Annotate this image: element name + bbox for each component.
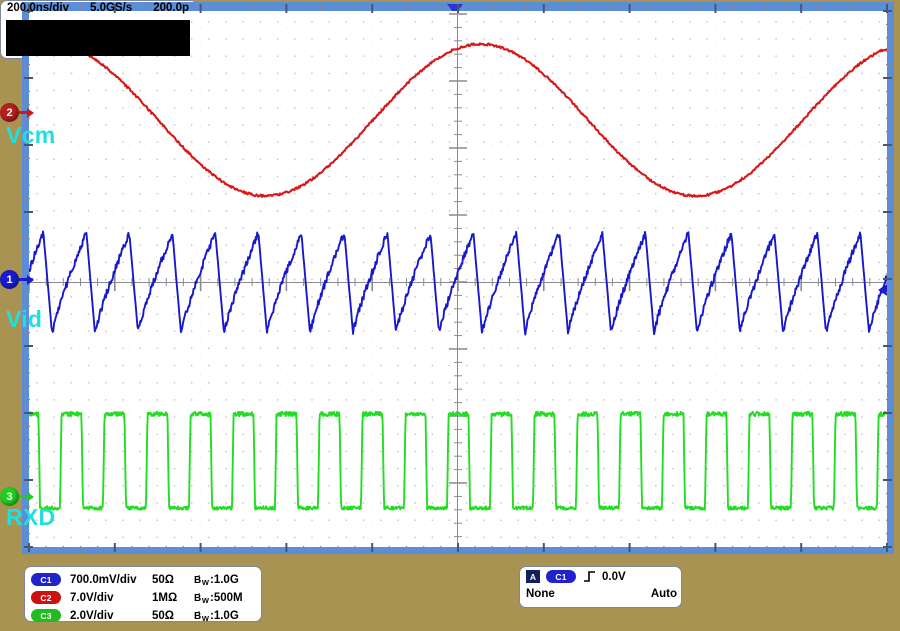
channel-label-rxd: RXD [6,504,56,530]
channel-impedance-c2: 1MΩ [152,591,178,604]
trigger-settings-panel[interactable]: A C1 0.0V None Auto [519,566,682,608]
channel-badge-c3[interactable]: C3 [31,609,61,622]
bw-colon-c1: : [210,573,214,586]
trace-vid [29,230,887,336]
bw-b-letter-c1: B [194,574,202,586]
bw-w-letter-c2: W [201,595,209,605]
bw-colon-c3: : [210,609,214,622]
channel-settings-panel[interactable]: C1 700.0mV/div 50Ω B ' W:1.0G C2 7.0V/div … [24,566,262,624]
channel-badge-c1[interactable]: C1 [31,573,61,586]
bw-prime-c3: ' [198,610,200,618]
bw-prime-c2: ' [198,592,200,600]
bw-value-c2: 500M [213,591,243,604]
bw-w-letter-c3: W [201,613,209,623]
timebase-record-length[interactable]: 200.0p [153,2,189,14]
graticule-border-ticks [24,4,892,552]
timebase-overview-strip[interactable] [6,20,190,56]
channel-3-ground-arrow-icon [27,491,34,502]
channel-row-c2[interactable]: C2 7.0V/div 1MΩ B ' W:500M [31,589,243,606]
bw-value-c3: 1.0G [213,609,239,622]
channel-3-ground-marker[interactable]: 3 [0,487,34,506]
timebase-settings-panel[interactable]: 200.0ns/div 5.0GS/s 200.0p [0,0,198,59]
channel-1-right-edge-arrow-icon [878,283,887,297]
channel-1-ground-badge: 1 [0,270,19,289]
trigger-position-triangle-icon [447,4,463,15]
trace-rxd [29,410,887,511]
channel-2-ground-stem [19,111,28,114]
channel-badge-c2[interactable]: C2 [31,591,61,604]
channel-label-vid: Vid [6,306,43,332]
trigger-level-value: 0.0V [602,570,626,583]
channel-1-ground-marker[interactable]: 1 [0,270,34,289]
trigger-coupling-value[interactable]: None [526,588,555,600]
bw-colon-c2: : [210,591,214,604]
channel-1-right-edge-arrow-icon-2 [886,283,887,297]
channel-1-ground-stem [19,278,28,281]
channel-2-ground-badge: 2 [0,103,19,122]
timebase-sample-rate[interactable]: 5.0GS/s [90,2,133,14]
channel-bandwidth-c2: B ' W:500M [194,591,243,605]
timebase-per-div[interactable]: 200.0ns/div [7,2,70,14]
channel-3-ground-stem [19,495,28,498]
channel-vdiv-c2: 7.0V/div [70,591,114,604]
timebase-top-row: 200.0ns/div 5.0GS/s 200.0p [0,2,196,14]
trigger-source-badge[interactable]: C1 [546,570,576,583]
channel-impedance-c1: 50Ω [152,573,175,586]
bw-b-letter-c2: B [194,592,202,604]
channel-vdiv-c1: 700.0mV/div [70,573,137,586]
bw-value-c1: 1.0G [213,573,239,586]
channel-3-ground-badge: 3 [0,487,19,506]
bw-prime-c1: ' [198,574,200,582]
rising-edge-icon [584,571,595,582]
channel-2-ground-arrow-icon [27,107,34,118]
channel-1-ground-arrow-icon [27,274,34,285]
channel-bandwidth-c1: B ' W:1.0G [194,573,239,587]
trigger-top-row[interactable]: A C1 0.0V [526,570,626,583]
channel-2-ground-marker[interactable]: 2 [0,103,34,122]
channel-impedance-c3: 50Ω [152,609,175,622]
channel-vdiv-c3: 2.0V/div [70,609,114,622]
trigger-mode-value[interactable]: Auto [650,588,677,600]
channel-bandwidth-c3: B ' W:1.0G [194,609,239,623]
trace-vcm [29,42,887,198]
channel-label-vcm: Vcm [6,122,56,148]
channel-row-c1[interactable]: C1 700.0mV/div 50Ω B ' W:1.0G [31,571,239,588]
channel-row-c3[interactable]: C3 2.0V/div 50Ω B ' W:1.0G [31,607,239,624]
bw-b-letter-c3: B [194,610,202,622]
trigger-a-badge[interactable]: A [526,570,540,583]
bw-w-letter-c1: W [201,577,209,587]
graticule-frame [22,2,894,554]
trigger-bottom-row[interactable]: None Auto [526,588,677,600]
